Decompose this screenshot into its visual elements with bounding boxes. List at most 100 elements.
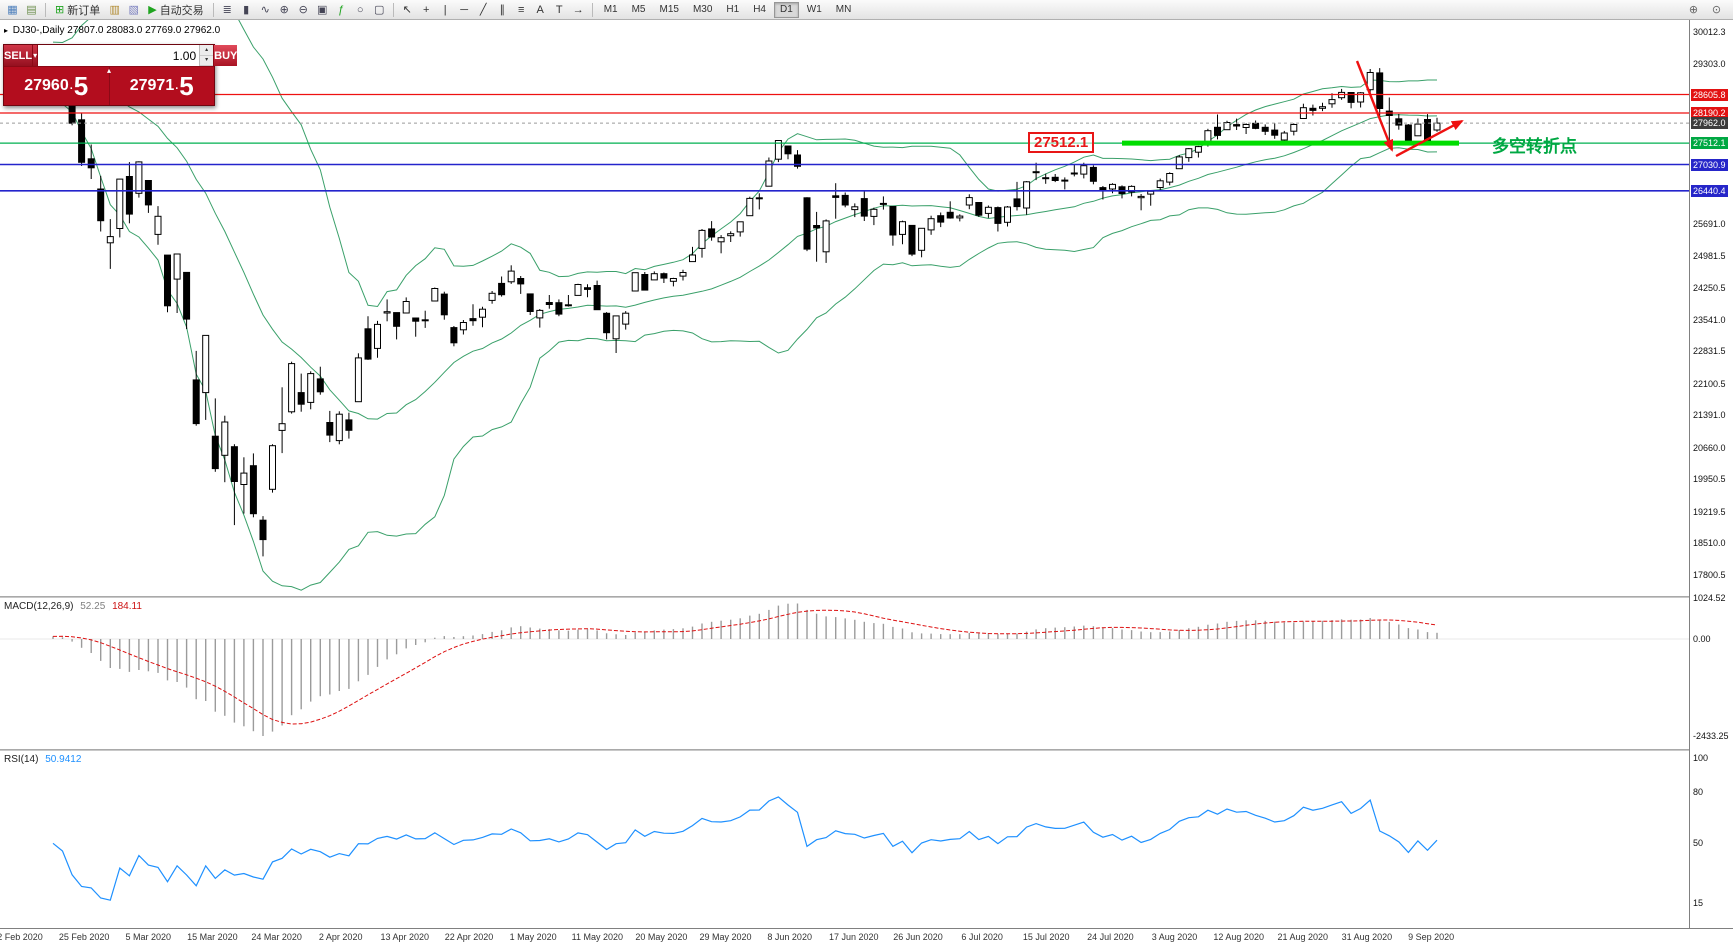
macd-pane[interactable] bbox=[0, 598, 1689, 749]
channel-icon[interactable]: ∥ bbox=[494, 2, 511, 18]
candle bbox=[927, 218, 935, 231]
cursor-icon[interactable]: ↖ bbox=[399, 2, 416, 18]
candlestick-chart-icon[interactable]: ▮ bbox=[238, 2, 255, 18]
pane-separator[interactable] bbox=[0, 749, 1733, 751]
price-scale[interactable]: 30012.3 29303.0 28605.8 28190.2 27962.0 27512… bbox=[1689, 20, 1733, 928]
periods-icon[interactable]: ○ bbox=[352, 2, 369, 18]
line-chart-icon[interactable]: ∿ bbox=[257, 2, 274, 18]
vertical-line-icon[interactable]: | bbox=[437, 2, 454, 18]
volume-increase-button[interactable]: ▴ bbox=[200, 45, 214, 56]
date-label: 26 Jun 2020 bbox=[893, 932, 943, 942]
date-label: 2 Feb 2020 bbox=[0, 932, 43, 942]
rsi-pane[interactable] bbox=[0, 751, 1689, 928]
toolbar-separator bbox=[212, 2, 214, 17]
buy-price[interactable]: 27971. 5 bbox=[110, 67, 215, 105]
timeframe-m1[interactable]: M1 bbox=[603, 4, 618, 15]
horizontal-line-icon-glyph: ─ bbox=[460, 3, 469, 16]
bar-chart-icon[interactable]: ≣ bbox=[219, 2, 236, 18]
candle bbox=[173, 253, 181, 280]
crosshair-icon[interactable]: + bbox=[418, 2, 435, 18]
price-scale-label: 19219.5 bbox=[1693, 507, 1726, 517]
zoom-in-icon[interactable]: ⊕ bbox=[276, 2, 293, 18]
arrows-icon[interactable]: → bbox=[570, 2, 587, 18]
candle bbox=[1185, 148, 1193, 159]
sell-price[interactable]: 27960. 5 bbox=[4, 67, 110, 105]
price-scale-label: 24981.5 bbox=[1693, 251, 1726, 261]
timeframe-d1[interactable]: D1 bbox=[774, 1, 799, 18]
chart-symbol-period: DJ30-,Daily bbox=[12, 25, 65, 36]
timeframe-mn[interactable]: MN bbox=[835, 4, 852, 15]
buy-price-dot: . bbox=[175, 80, 179, 92]
timeframe-h1[interactable]: H1 bbox=[726, 4, 740, 15]
candle bbox=[1242, 124, 1250, 128]
profiles-icon[interactable]: ▤ bbox=[23, 2, 40, 18]
candle bbox=[106, 236, 114, 244]
candle bbox=[364, 328, 372, 360]
volume-decrease-button[interactable]: ▾ bbox=[200, 55, 214, 66]
autotrade-button[interactable]: ▶ 自动交易 bbox=[144, 2, 207, 18]
candle bbox=[1261, 126, 1269, 132]
pane-separator[interactable] bbox=[0, 596, 1733, 598]
data-window-icon[interactable]: ▧ bbox=[125, 2, 142, 18]
candle bbox=[975, 202, 983, 216]
new-chart-icon[interactable]: ▦ bbox=[4, 2, 21, 18]
candle bbox=[1070, 172, 1078, 175]
candle bbox=[97, 188, 105, 222]
candle bbox=[679, 272, 687, 277]
market-watch-icon[interactable]: ▥ bbox=[106, 2, 123, 18]
timeframe-w1[interactable]: W1 bbox=[806, 4, 822, 15]
date-label: 9 Sep 2020 bbox=[1408, 932, 1455, 942]
sell-button[interactable]: SELL bbox=[4, 45, 33, 66]
timeframe-h4[interactable]: H4 bbox=[753, 4, 766, 15]
candle bbox=[183, 271, 191, 320]
one-click-trading-panel: SELL ▾ ▴ ▾ BUY 27960.5 ▴ 27971.5 bbox=[3, 44, 238, 106]
candle bbox=[803, 197, 811, 250]
autotrade-glyph: ▶ bbox=[148, 4, 157, 16]
buy-price-int: 27971 bbox=[129, 77, 175, 94]
new-order-button[interactable]: ⊞ 新订单 bbox=[51, 2, 104, 18]
trendline-icon[interactable]: ╱ bbox=[475, 2, 492, 18]
buy-button[interactable]: BUY bbox=[214, 45, 238, 66]
notifications-icon[interactable]: ⊙ bbox=[1711, 4, 1722, 16]
volume-field: ▴ ▾ bbox=[37, 45, 215, 66]
templates-icon[interactable]: ▢ bbox=[371, 2, 388, 18]
volume-input[interactable] bbox=[38, 45, 200, 66]
tile-windows-icon[interactable]: ▣ bbox=[314, 2, 331, 18]
candle bbox=[249, 465, 257, 515]
candle bbox=[507, 270, 515, 283]
candlestick-chart-icon-glyph: ▮ bbox=[243, 4, 250, 16]
indicators-icon[interactable]: ƒ bbox=[333, 2, 350, 18]
timeframe-m15[interactable]: M15 bbox=[659, 4, 679, 15]
search-icon[interactable]: ⊕ bbox=[1688, 4, 1699, 16]
fibonacci-icon[interactable]: ≡ bbox=[513, 2, 530, 18]
date-label: 22 Apr 2020 bbox=[444, 932, 494, 942]
candle bbox=[1414, 123, 1422, 137]
candle bbox=[1023, 181, 1031, 209]
candle bbox=[345, 419, 353, 431]
candle bbox=[1271, 129, 1279, 136]
order-type-dropdown[interactable]: ▾ bbox=[32, 45, 38, 66]
zoom-out-icon[interactable]: ⊖ bbox=[295, 2, 312, 18]
horizontal-line-icon[interactable]: ─ bbox=[456, 2, 473, 18]
main-price-chart[interactable] bbox=[0, 20, 1689, 596]
text-icon-glyph: A bbox=[536, 3, 544, 16]
time-axis[interactable]: 2 Feb 2020 25 Feb 2020 5 Mar 2020 15 Mar 20… bbox=[0, 928, 1733, 947]
text-label-icon[interactable]: T bbox=[551, 2, 568, 18]
chart-window[interactable]: 30012.3 29303.0 28605.8 28190.2 27962.0 27512… bbox=[0, 20, 1733, 947]
candle bbox=[603, 312, 611, 334]
price-scale-label: 28605.8 bbox=[1691, 89, 1728, 101]
candle bbox=[755, 197, 763, 200]
turning-point-annotation: 多空转折点 bbox=[1492, 137, 1577, 156]
date-label: 8 Jun 2020 bbox=[767, 932, 812, 942]
candle bbox=[851, 206, 859, 211]
timeframe-m30[interactable]: M30 bbox=[692, 4, 713, 15]
vertical-line-icon-glyph: | bbox=[443, 3, 447, 16]
candle bbox=[297, 392, 305, 405]
candle bbox=[431, 288, 439, 302]
bar-chart-icon-glyph: ≣ bbox=[222, 4, 232, 16]
candle bbox=[1395, 118, 1403, 126]
text-icon[interactable]: A bbox=[532, 2, 549, 18]
candle bbox=[393, 312, 401, 327]
timeframe-m5[interactable]: M5 bbox=[631, 4, 646, 15]
candle bbox=[526, 293, 534, 312]
